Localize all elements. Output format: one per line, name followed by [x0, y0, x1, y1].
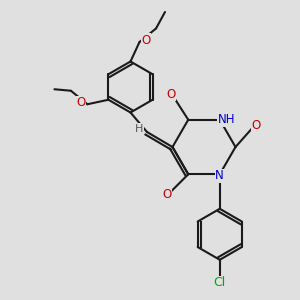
Text: O: O: [167, 88, 176, 101]
Text: NH: NH: [218, 113, 235, 126]
Text: Cl: Cl: [214, 276, 226, 290]
Text: O: O: [142, 34, 151, 47]
Text: N: N: [215, 169, 224, 182]
Text: O: O: [252, 119, 261, 132]
Text: O: O: [76, 96, 86, 109]
Text: O: O: [163, 188, 172, 201]
Text: H: H: [135, 124, 144, 134]
